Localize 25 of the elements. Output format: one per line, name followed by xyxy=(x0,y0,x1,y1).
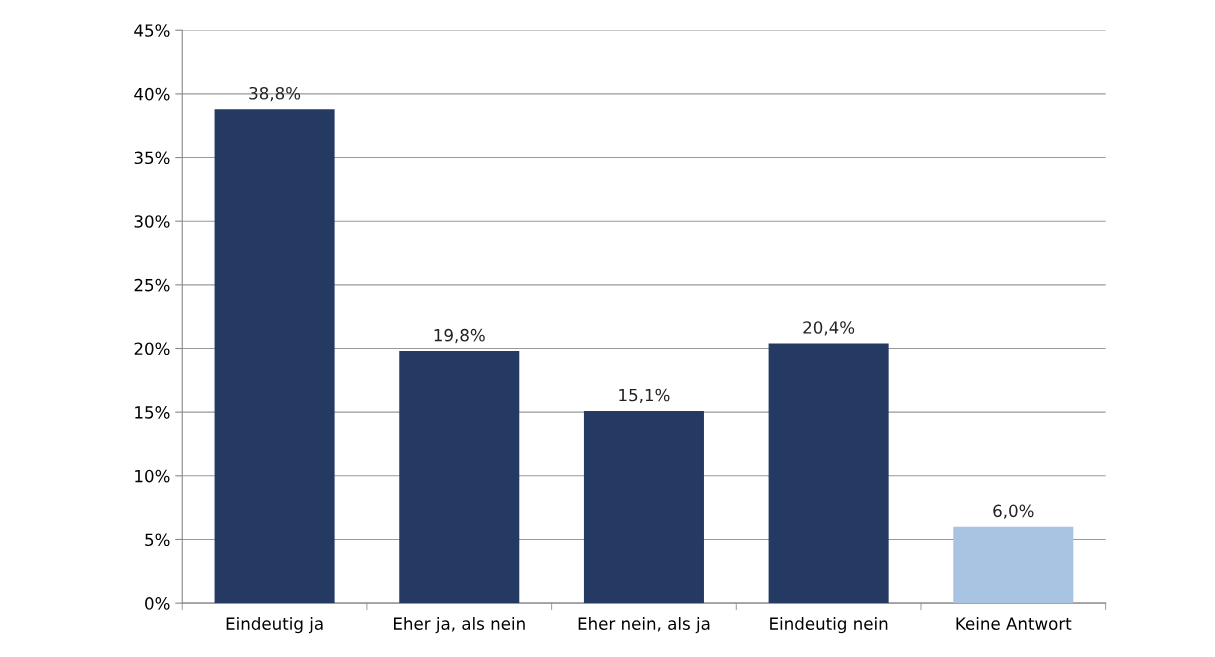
bar xyxy=(399,351,520,604)
data-label: 38,8% xyxy=(249,86,301,102)
y-tick-label: 5% xyxy=(145,533,170,547)
x-tick-label: Eher nein, als ja xyxy=(578,617,710,634)
data-label: 20,4% xyxy=(803,321,855,336)
y-tick-label: 0% xyxy=(145,597,170,610)
y-tick-label: 35% xyxy=(134,151,170,165)
bar xyxy=(583,410,704,604)
data-label: 6,0% xyxy=(993,504,1034,519)
data-label: 15,1% xyxy=(619,388,670,403)
y-tick-label: 20% xyxy=(134,342,170,356)
bar xyxy=(953,526,1074,604)
x-tick-label: Keine Antwort xyxy=(956,617,1072,630)
y-tick-label: 40% xyxy=(134,87,170,101)
bar xyxy=(214,109,335,604)
y-tick-label: 15% xyxy=(135,406,170,419)
bar xyxy=(768,343,889,604)
y-tick-label: 45% xyxy=(134,24,170,37)
y-tick-label: 10% xyxy=(135,469,170,483)
x-tick-label: Eher ja, als nein xyxy=(394,617,525,634)
y-tick-label: 25% xyxy=(134,278,170,292)
data-label: 19,8% xyxy=(434,328,485,344)
x-tick-label: Eindeutig ja xyxy=(226,617,323,634)
x-tick-label: Eindeutig nein xyxy=(770,617,888,634)
y-tick-label: 30% xyxy=(134,215,170,228)
